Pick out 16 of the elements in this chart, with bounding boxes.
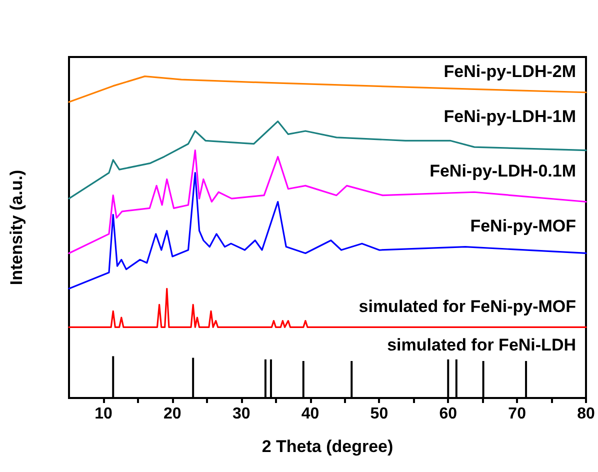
x-tick-label: 20 bbox=[164, 406, 182, 422]
series-label: FeNi-py-LDH-0.1M bbox=[430, 162, 576, 181]
x-tick-label: 60 bbox=[439, 406, 458, 422]
series-label: simulated for FeNi-py-MOF bbox=[358, 296, 576, 316]
x-tick-label: 70 bbox=[508, 406, 526, 422]
series-label: FeNi-py-MOF bbox=[470, 216, 576, 236]
x-tick-label: 10 bbox=[94, 406, 112, 422]
x-tick-label: 80 bbox=[577, 406, 595, 422]
series-label: simulated for FeNi-LDH bbox=[387, 335, 576, 354]
y-axis-title: Intensity (a.u.) bbox=[7, 170, 26, 286]
series-label: FeNi-py-LDH-1M bbox=[444, 106, 576, 126]
x-tick-label: 40 bbox=[301, 406, 320, 422]
x-axis-title: 2 Theta (degree) bbox=[262, 437, 394, 456]
x-tick-label: 30 bbox=[232, 406, 250, 422]
x-tick-label: 50 bbox=[370, 406, 388, 422]
series-label: FeNi-py-LDH-2M bbox=[444, 62, 576, 81]
